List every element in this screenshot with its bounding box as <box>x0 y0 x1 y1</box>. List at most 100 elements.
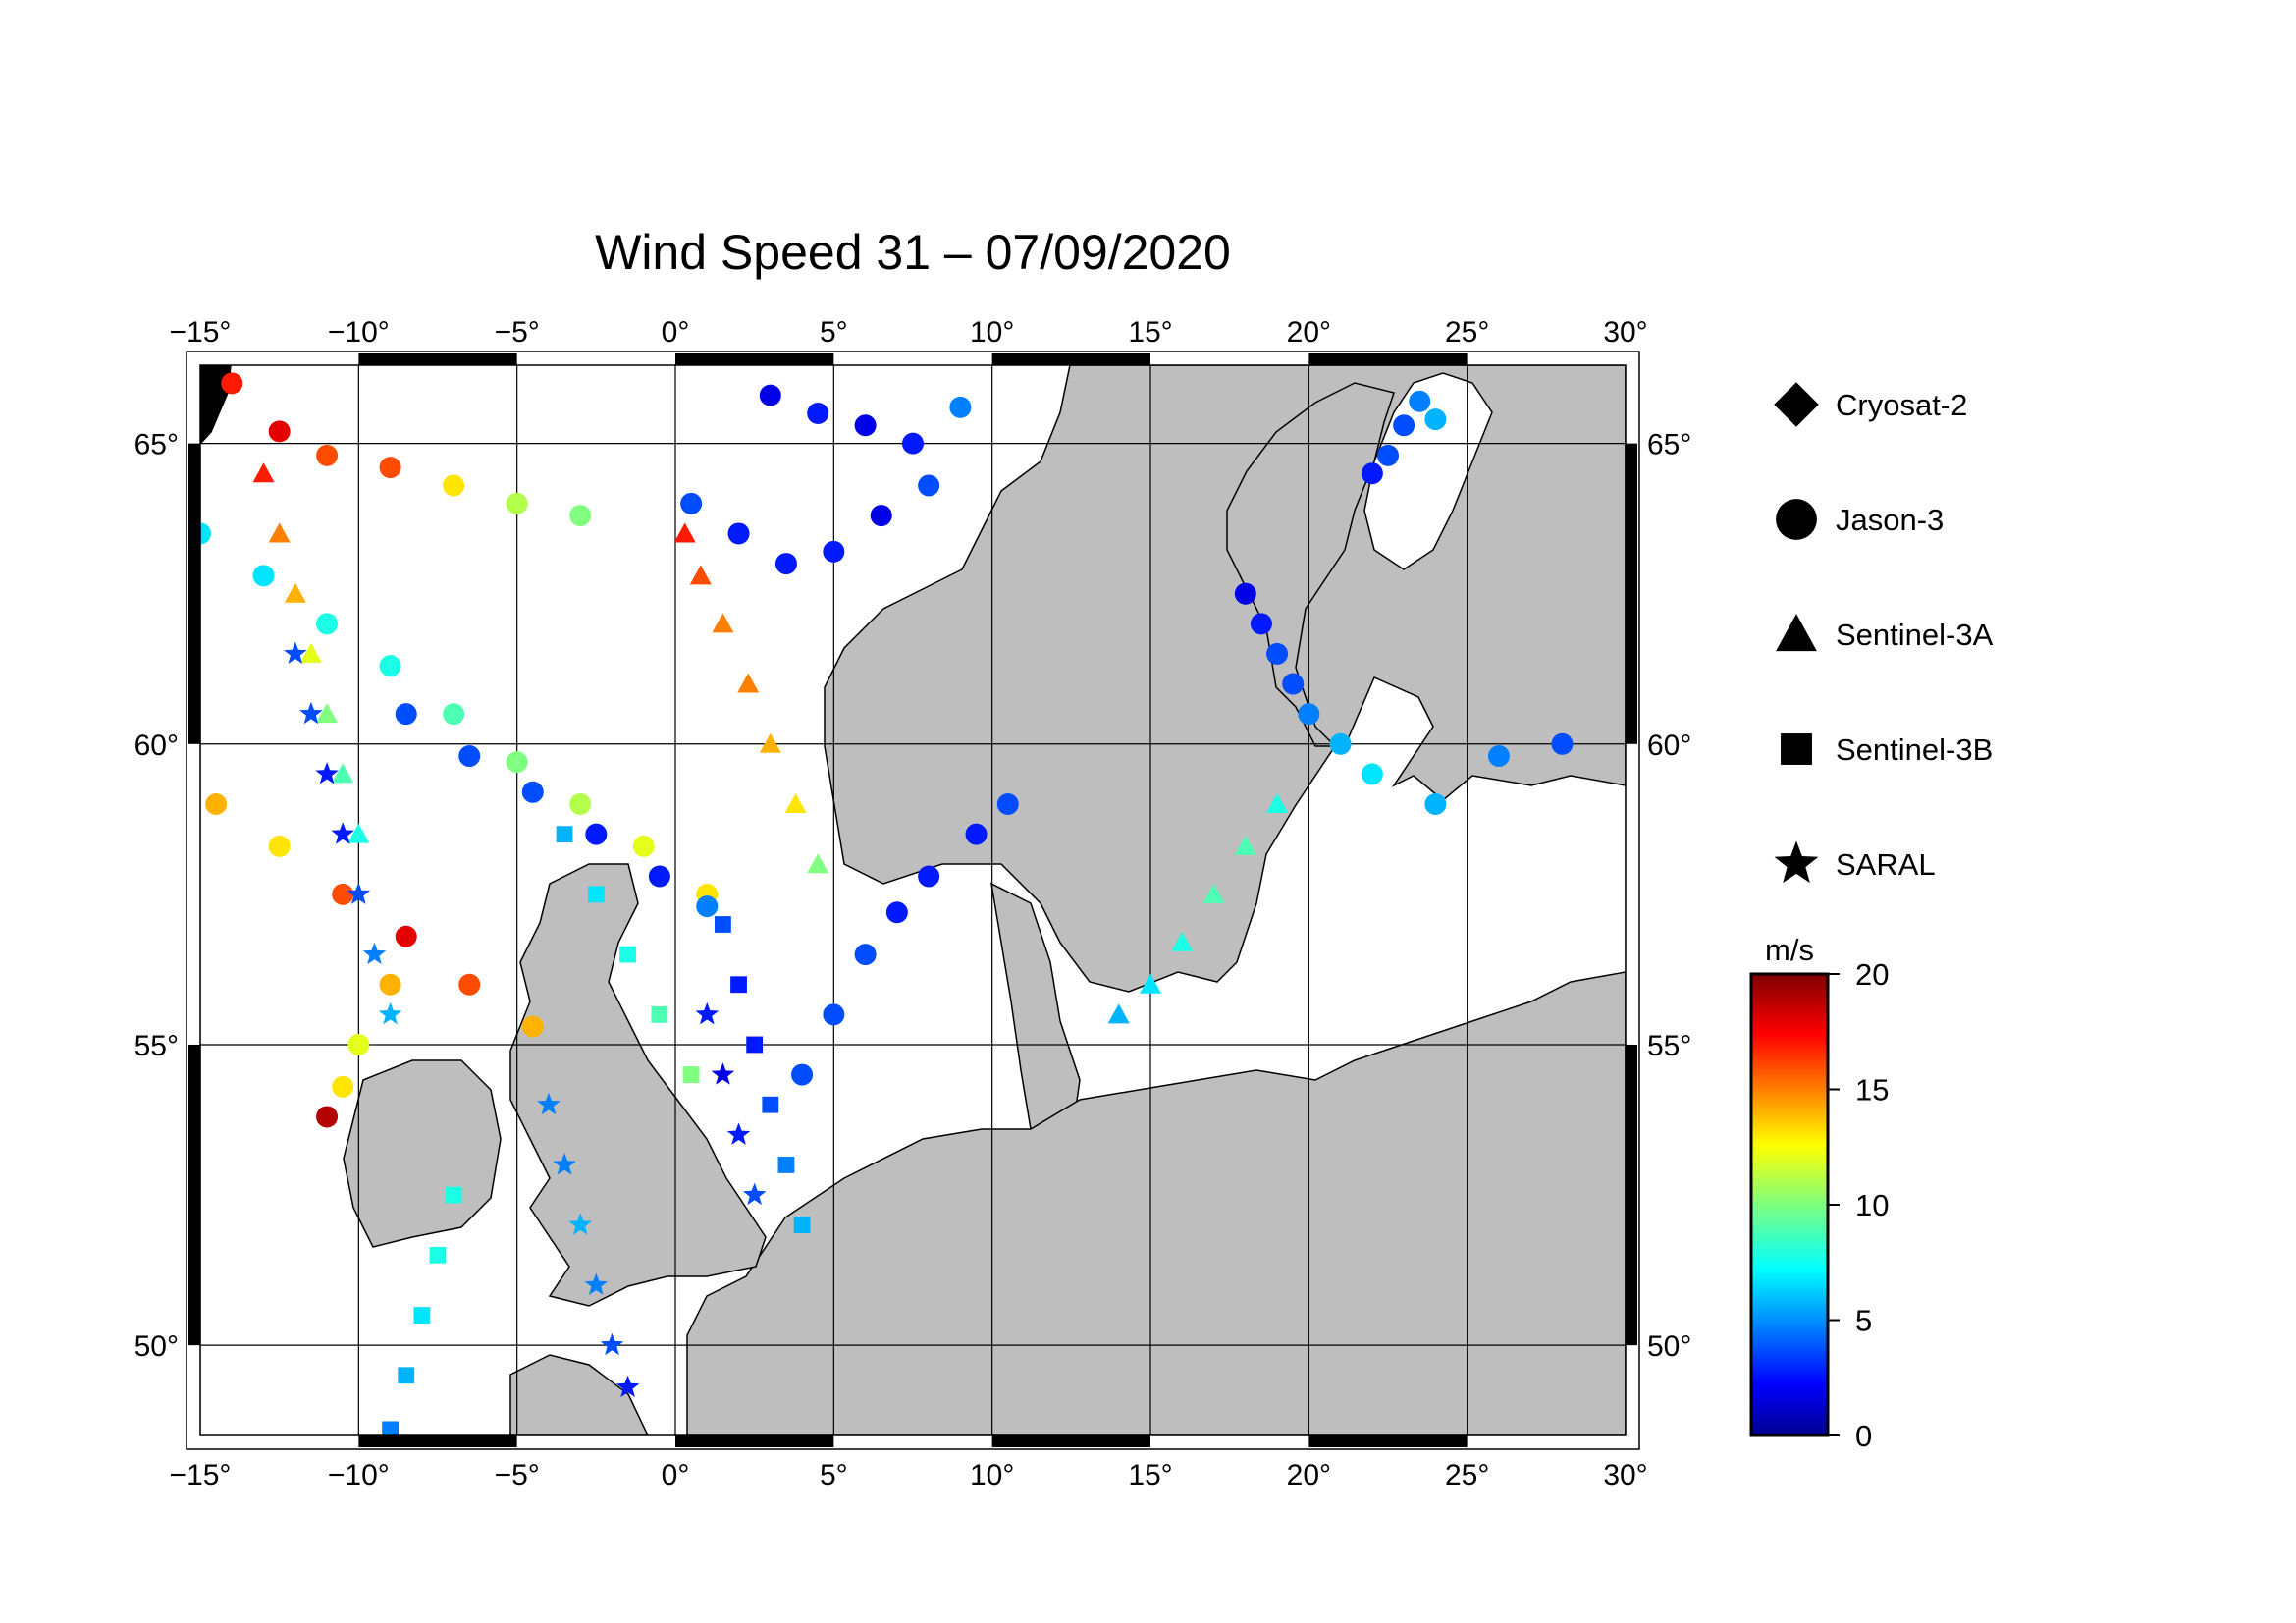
data-point-jason-3 <box>1424 793 1447 816</box>
data-point-jason-3 <box>379 973 401 996</box>
lon-tick-label-bottom: 30° <box>1603 1459 1647 1491</box>
data-point-sentinel-3b <box>413 1307 431 1324</box>
graticule <box>200 365 1626 1435</box>
legend-label: Jason-3 <box>1836 503 1944 537</box>
data-point-jason-3 <box>205 793 228 816</box>
data-point-jason-3 <box>379 655 401 677</box>
lon-tick-label-top: −10° <box>328 316 390 349</box>
data-point-jason-3 <box>807 402 829 424</box>
legend-marker-star <box>1774 840 1819 884</box>
lon-tick-label-bottom: 10° <box>970 1459 1014 1491</box>
frame-bar-top <box>991 353 1150 365</box>
data-point-jason-3 <box>759 384 781 406</box>
land-great-britain <box>509 863 767 1307</box>
wind-speed-colorbar: m/s 0 5 10 15 20 <box>1749 933 1889 1453</box>
lat-tick-label-right: 50° <box>1647 1330 1691 1363</box>
data-point-sentinel-3b <box>715 916 731 933</box>
data-point-sentinel-3a <box>299 642 322 663</box>
data-point-sentinel-3b <box>651 1005 668 1023</box>
lon-tick-label-top: 5° <box>820 316 848 349</box>
data-point-jason-3 <box>521 781 544 803</box>
frame-bar-bottom <box>1308 1435 1468 1447</box>
data-point-jason-3 <box>918 865 940 888</box>
data-point-jason-3 <box>379 457 401 479</box>
colorbar-tick-label: 15 <box>1855 1073 1889 1108</box>
data-point-sentinel-3a <box>316 703 339 724</box>
data-point-saral <box>284 641 307 664</box>
legend-marker-triangle <box>1776 614 1817 652</box>
satellite-legend: Cryosat-2 Jason-3 Sentinel-3A Sentinel-3B SA… <box>1774 382 1994 884</box>
data-point-jason-3 <box>458 973 481 996</box>
data-point-jason-3 <box>569 793 592 816</box>
lat-tick-label-right: 60° <box>1647 730 1691 762</box>
data-point-jason-3 <box>316 444 339 466</box>
data-point-saral <box>742 1182 767 1206</box>
frame-bar-top <box>675 353 834 365</box>
land-continental-europe <box>686 971 1626 1435</box>
data-point-saral <box>615 1375 640 1397</box>
data-point-jason-3 <box>1377 444 1399 466</box>
data-point-sentinel-3b <box>777 1157 795 1173</box>
data-point-jason-3 <box>918 474 940 497</box>
data-point-saral <box>726 1122 751 1145</box>
frame-outer <box>186 351 1640 1450</box>
lon-tick-label-top: 30° <box>1603 316 1647 349</box>
land-masses <box>200 365 1626 1435</box>
data-point-sentinel-3a <box>673 522 696 543</box>
data-point-sentinel-3a <box>807 853 829 874</box>
data-point-saral <box>378 1001 402 1025</box>
data-point-jason-3 <box>774 553 797 575</box>
data-point-jason-3 <box>569 505 592 527</box>
data-point-saral <box>568 1213 592 1235</box>
data-point-jason-3 <box>1298 703 1320 726</box>
data-point-jason-3 <box>200 522 211 545</box>
colorbar-tick-label: 10 <box>1855 1188 1889 1222</box>
data-point-saral <box>315 762 339 784</box>
colorbar-unit: m/s <box>1765 933 1814 967</box>
data-point-jason-3 <box>458 745 481 768</box>
data-point-jason-3 <box>885 901 908 924</box>
lon-tick-label-top: 20° <box>1287 316 1331 349</box>
colorbar-ramp <box>1749 972 1830 1437</box>
data-point-jason-3 <box>648 865 670 888</box>
data-point-jason-3 <box>1266 642 1289 665</box>
frame-bar-bottom <box>991 1435 1150 1447</box>
data-point-jason-3 <box>823 1003 845 1026</box>
data-point-sentinel-3b <box>587 886 605 903</box>
colorbar-tick-label: 5 <box>1855 1304 1872 1338</box>
data-point-sentinel-3b <box>619 946 636 963</box>
axis-tick-labels: −15° −15° −10° −10° −5° −5° 0° 0° 5° 5° 10° 10° 15° 1… <box>134 316 1692 1491</box>
map-title: Wind Speed 31 – 07/09/2020 <box>595 225 1231 280</box>
map-frame <box>186 351 1640 1450</box>
data-point-jason-3 <box>1361 763 1383 785</box>
data-point-jason-3 <box>632 835 655 857</box>
lon-tick-label-bottom: 25° <box>1445 1459 1489 1491</box>
data-point-jason-3 <box>1409 390 1431 412</box>
data-point-jason-3 <box>1551 732 1574 755</box>
data-point-jason-3 <box>395 925 417 947</box>
data-point-jason-3 <box>1234 582 1256 605</box>
data-point-sentinel-3a <box>347 823 370 843</box>
data-point-jason-3 <box>268 835 291 857</box>
data-point-sentinel-3a <box>1234 835 1256 855</box>
data-point-saral <box>553 1153 576 1175</box>
data-point-sentinel-3a <box>1171 931 1194 951</box>
data-point-sentinel-3a <box>784 793 807 814</box>
data-point-jason-3 <box>268 420 291 443</box>
legend-label: Sentinel-3A <box>1836 618 1994 652</box>
data-point-jason-3 <box>1250 613 1272 635</box>
data-point-sentinel-3a <box>737 673 760 693</box>
lon-tick-label-bottom: −10° <box>328 1459 390 1491</box>
lat-tick-label-left: 60° <box>134 730 179 762</box>
data-point-saral <box>600 1332 624 1356</box>
data-point-sentinel-3b <box>445 1186 462 1204</box>
data-point-saral <box>537 1092 561 1115</box>
data-point-jason-3 <box>949 396 972 418</box>
lon-tick-label-top: 15° <box>1128 316 1172 349</box>
frame-bar-left <box>188 1044 200 1346</box>
legend-marker-square <box>1781 733 1812 765</box>
data-point-jason-3 <box>791 1063 814 1086</box>
data-point-saral <box>711 1062 735 1085</box>
data-point-saral <box>299 701 323 725</box>
data-point-jason-3 <box>443 474 465 497</box>
